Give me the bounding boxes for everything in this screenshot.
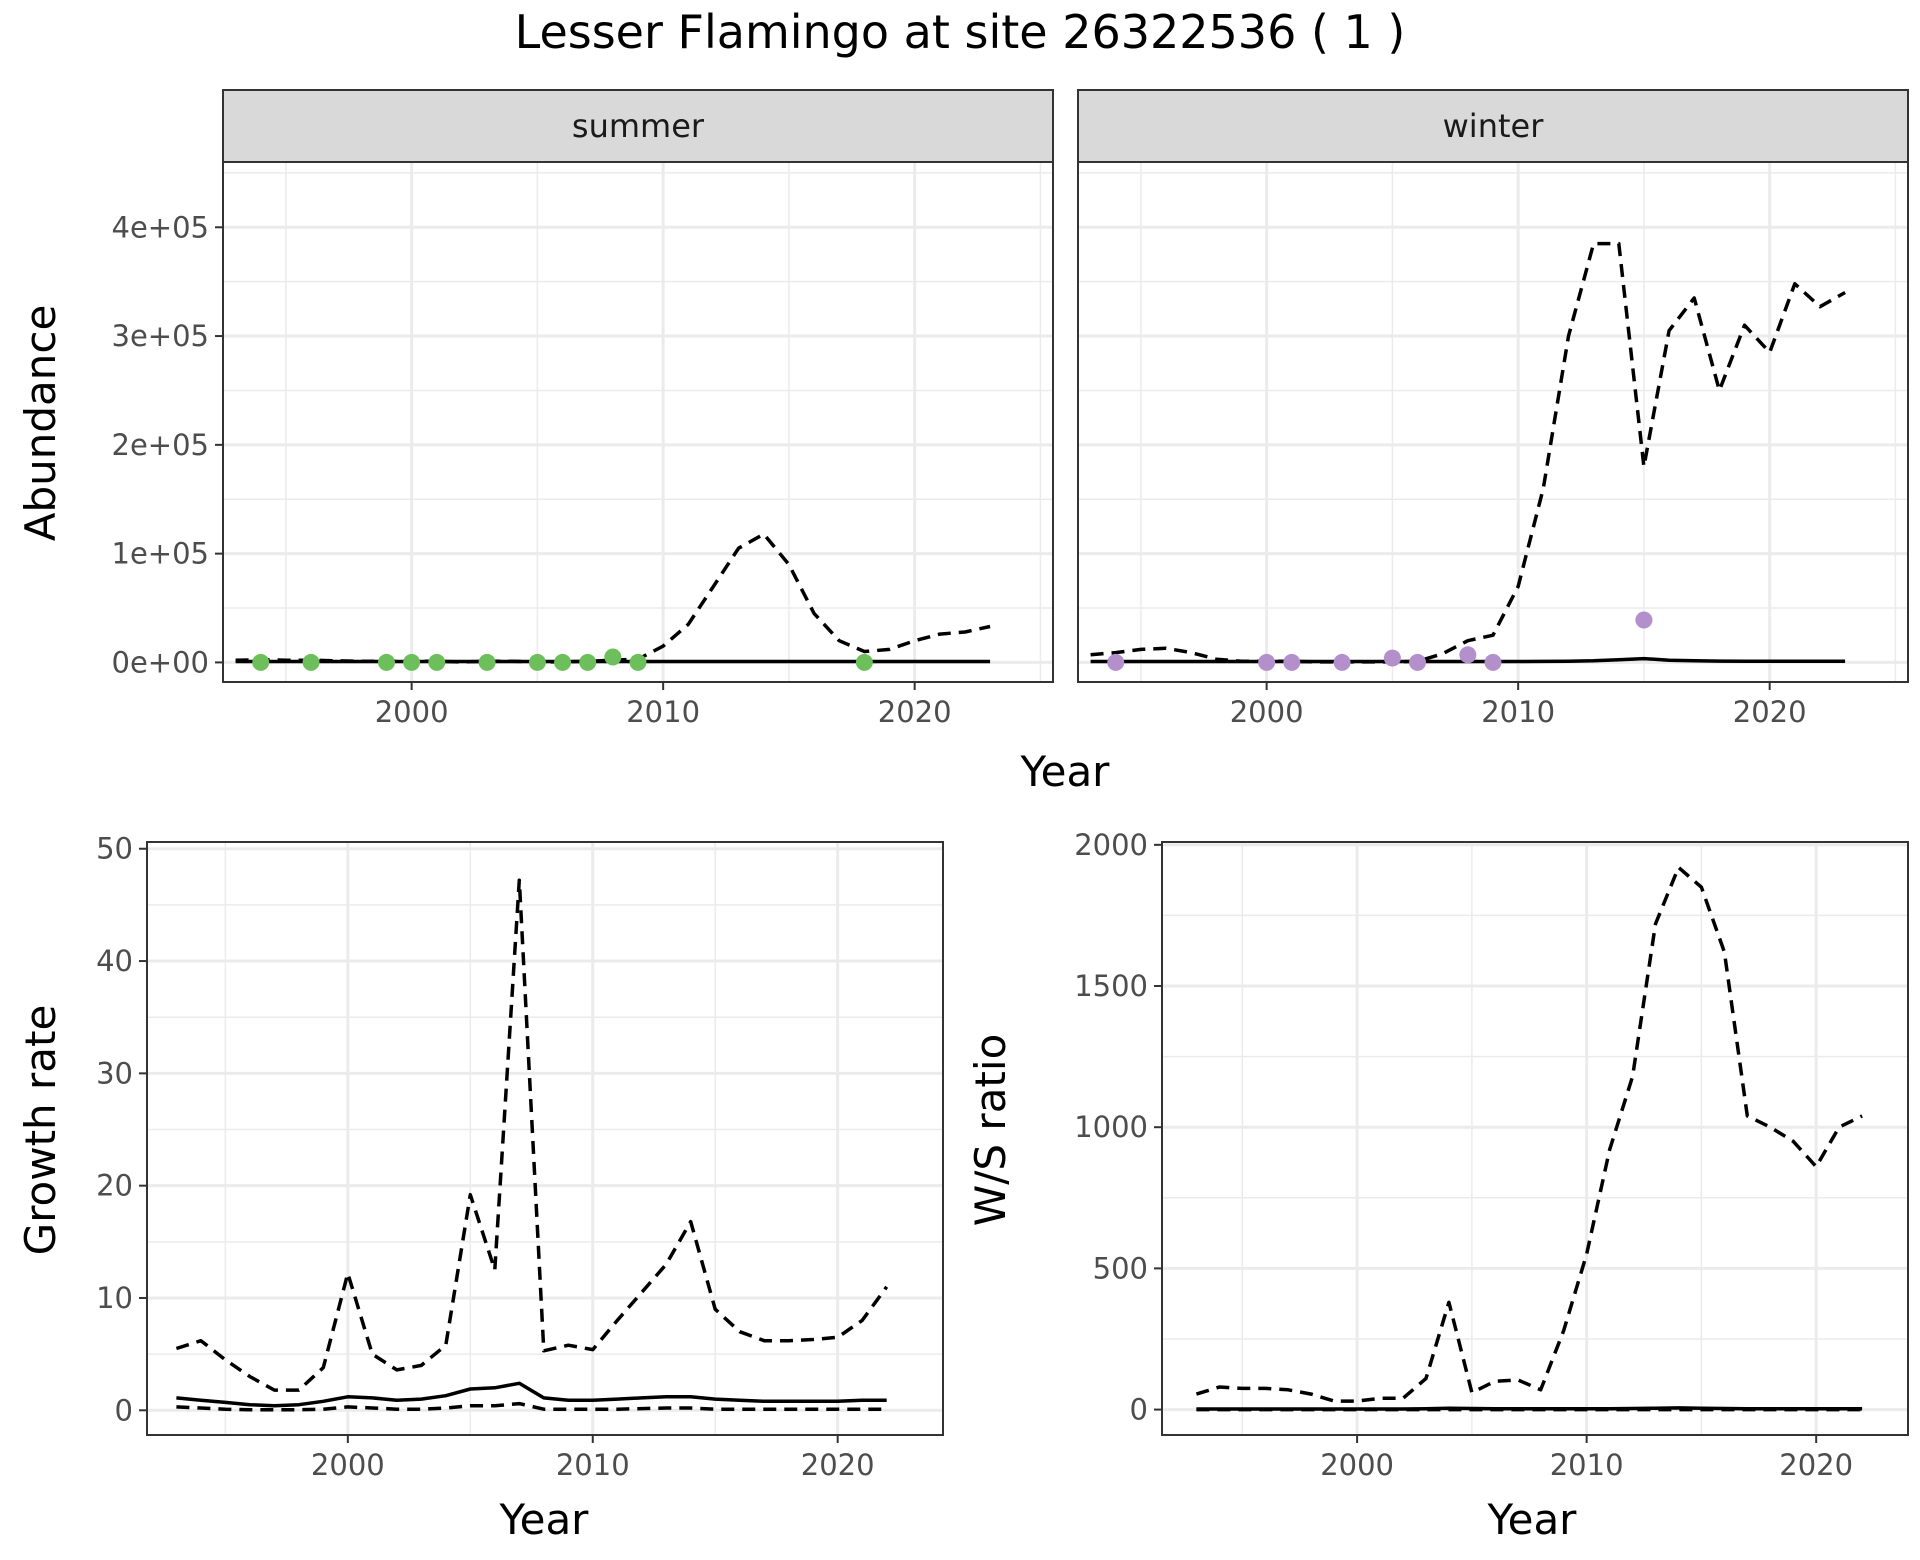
panel-border: [1161, 841, 1909, 1436]
figure-title: Lesser Flamingo at site 26322536 ( 1 ): [515, 5, 1406, 59]
data-point: [1383, 649, 1401, 667]
data-point: [1484, 653, 1502, 671]
x-tick-label: 2020: [1779, 1448, 1853, 1482]
series-line-solid-0: [176, 1381, 887, 1408]
x-tick-label: 2000: [1320, 1448, 1394, 1482]
data-point: [1409, 653, 1427, 671]
facet-label-winter: winter: [1443, 107, 1545, 145]
x-tick-label: 2020: [801, 1448, 875, 1482]
panel-growth-rate: 2000 2010 2020 0 10 20 30 40 50: [96, 832, 944, 1482]
data-point: [428, 653, 446, 671]
data-point: [1258, 653, 1276, 671]
y-tick-label: 0e+00: [112, 645, 210, 679]
series-line-dashed-1: [1090, 241, 1846, 664]
data-point: [604, 648, 622, 666]
panel-winter: 2000 2010 2020: [1077, 161, 1909, 729]
x-tick-label: 2010: [626, 695, 700, 729]
y-tick-label: 1500: [1074, 969, 1148, 1003]
panel-summer: 2000 2010 2020 0e+00 1e+05 2e+05 3e+05 4e+05: [112, 161, 1054, 729]
x-tick-label: 2010: [556, 1448, 630, 1482]
facet-label-summer: summer: [572, 107, 705, 145]
x-tick-label: 2010: [1550, 1448, 1624, 1482]
data-point: [855, 653, 873, 671]
x-tick-label: 2010: [1481, 695, 1555, 729]
x-tick-label: 2020: [878, 695, 952, 729]
facet-strip-summer: summer: [222, 89, 1054, 163]
series-line-dashed-1: [235, 532, 991, 664]
data-point: [1283, 653, 1301, 671]
data-point: [478, 653, 496, 671]
panel-border: [146, 841, 944, 1436]
y-tick-label: 1e+05: [112, 537, 210, 571]
y-tick-label: 4e+05: [112, 210, 210, 244]
x-tick-label: 2000: [375, 695, 449, 729]
panel-ws-ratio: 2000 2010 2020 0 500 1000 1500 2000: [1074, 828, 1909, 1482]
y-tick-label: 10: [96, 1281, 133, 1315]
panel-background: [147, 842, 943, 1435]
x-axis-title-top: Year: [1020, 747, 1111, 796]
x-tick-label: 2000: [1230, 695, 1304, 729]
y-tick-label: 20: [96, 1169, 133, 1203]
y-tick-label: 40: [96, 944, 133, 978]
x-tick-label: 2020: [1733, 695, 1807, 729]
facet-strip-winter: winter: [1077, 89, 1909, 163]
data-point: [1635, 611, 1653, 629]
y-tick-label: 2000: [1074, 828, 1148, 862]
data-point: [579, 653, 597, 671]
series-line-solid-0: [1196, 1406, 1863, 1411]
data-point: [528, 653, 546, 671]
data-point: [629, 653, 647, 671]
data-point: [403, 653, 421, 671]
data-point: [377, 653, 395, 671]
y-tick-label: 500: [1093, 1251, 1148, 1285]
x-axis-title-growth: Year: [499, 1495, 590, 1544]
y-axis-title-ws-ratio: W/S ratio: [966, 1034, 1015, 1227]
y-tick-label: 3e+05: [112, 319, 210, 353]
panel-background: [223, 162, 1053, 682]
x-axis-title-ws: Year: [1487, 1495, 1578, 1544]
data-point: [1333, 653, 1351, 671]
y-tick-label: 1000: [1074, 1110, 1148, 1144]
y-axis-title-growth-rate: Growth rate: [16, 1005, 65, 1256]
series-line-dashed-1: [175, 878, 889, 1392]
series-line-dashed-2: [176, 1401, 887, 1412]
panel-background: [1162, 842, 1908, 1435]
y-axis-title-abundance: Abundance: [16, 305, 65, 542]
series-line-dashed-1: [1195, 865, 1863, 1403]
y-tick-label: 0: [115, 1393, 133, 1427]
y-tick-label: 50: [96, 832, 133, 866]
y-tick-label: 30: [96, 1056, 133, 1090]
y-tick-label: 0: [1130, 1393, 1148, 1427]
data-point: [252, 653, 270, 671]
y-tick-label: 2e+05: [112, 428, 210, 462]
data-point: [1107, 653, 1125, 671]
x-tick-label: 2000: [311, 1448, 385, 1482]
data-point: [302, 653, 320, 671]
panel-background: [1078, 162, 1908, 682]
data-point: [554, 653, 572, 671]
data-point: [1459, 646, 1477, 664]
